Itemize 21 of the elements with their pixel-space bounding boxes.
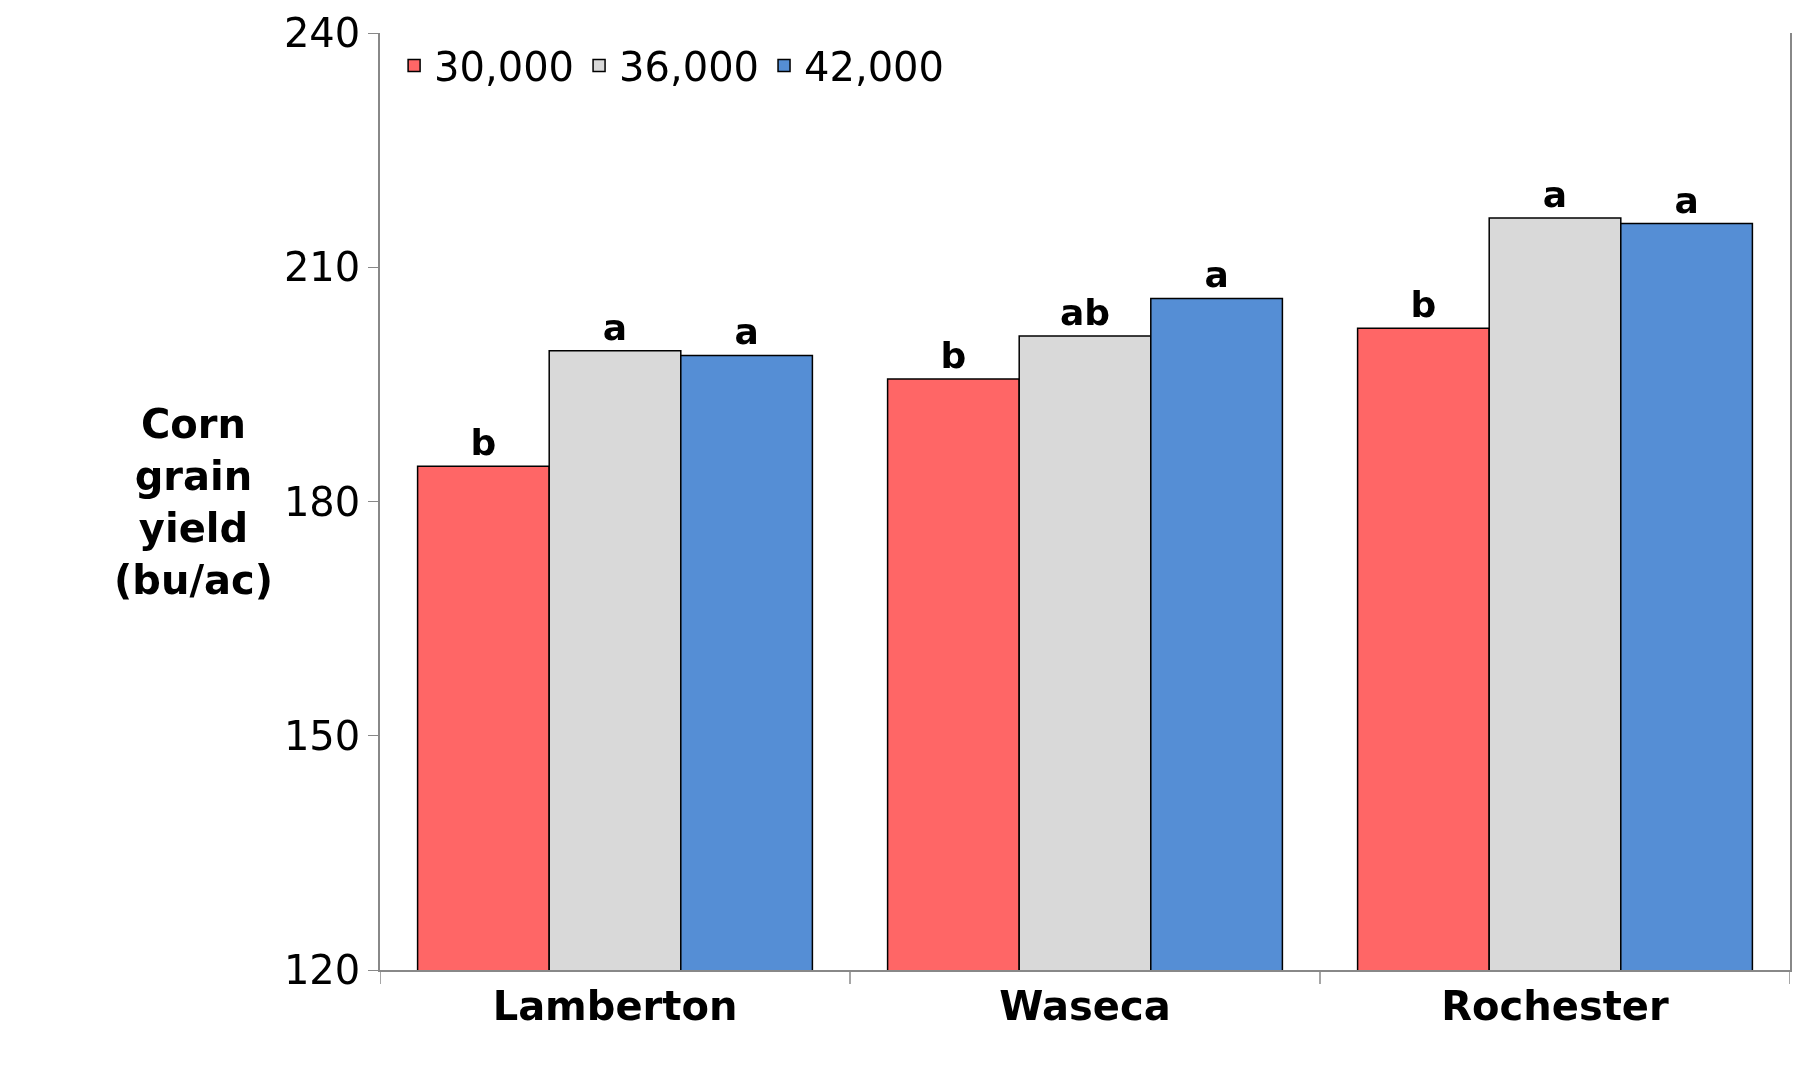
x-tick-label: Rochester	[1441, 982, 1669, 1029]
data-label: b	[470, 422, 497, 464]
x-tick-label: Lamberton	[492, 982, 738, 1029]
data-label: a	[734, 311, 759, 353]
y-tick-label: 210	[283, 244, 361, 291]
data-label: a	[1204, 254, 1229, 296]
data-label: ab	[1059, 291, 1111, 333]
x-tick-label: Waseca	[999, 982, 1171, 1029]
y-axis-title: Corn grain yield (bu/ac)	[114, 401, 273, 603]
y-tick-label: 120	[283, 947, 361, 993]
data-label: a	[1674, 179, 1699, 221]
y-tick-label: 240	[283, 10, 361, 56]
data-label: b	[1410, 284, 1437, 326]
y-tick-label: 180	[283, 478, 361, 525]
legend-label: 42,000	[804, 44, 945, 91]
data-label: a	[602, 306, 628, 348]
y-tick-label: 150	[283, 712, 361, 759]
data-label: a	[1542, 174, 1568, 216]
data-label: b	[940, 334, 967, 376]
legend-label: 36,000	[619, 44, 760, 91]
legend-label: 30,000	[434, 44, 575, 91]
